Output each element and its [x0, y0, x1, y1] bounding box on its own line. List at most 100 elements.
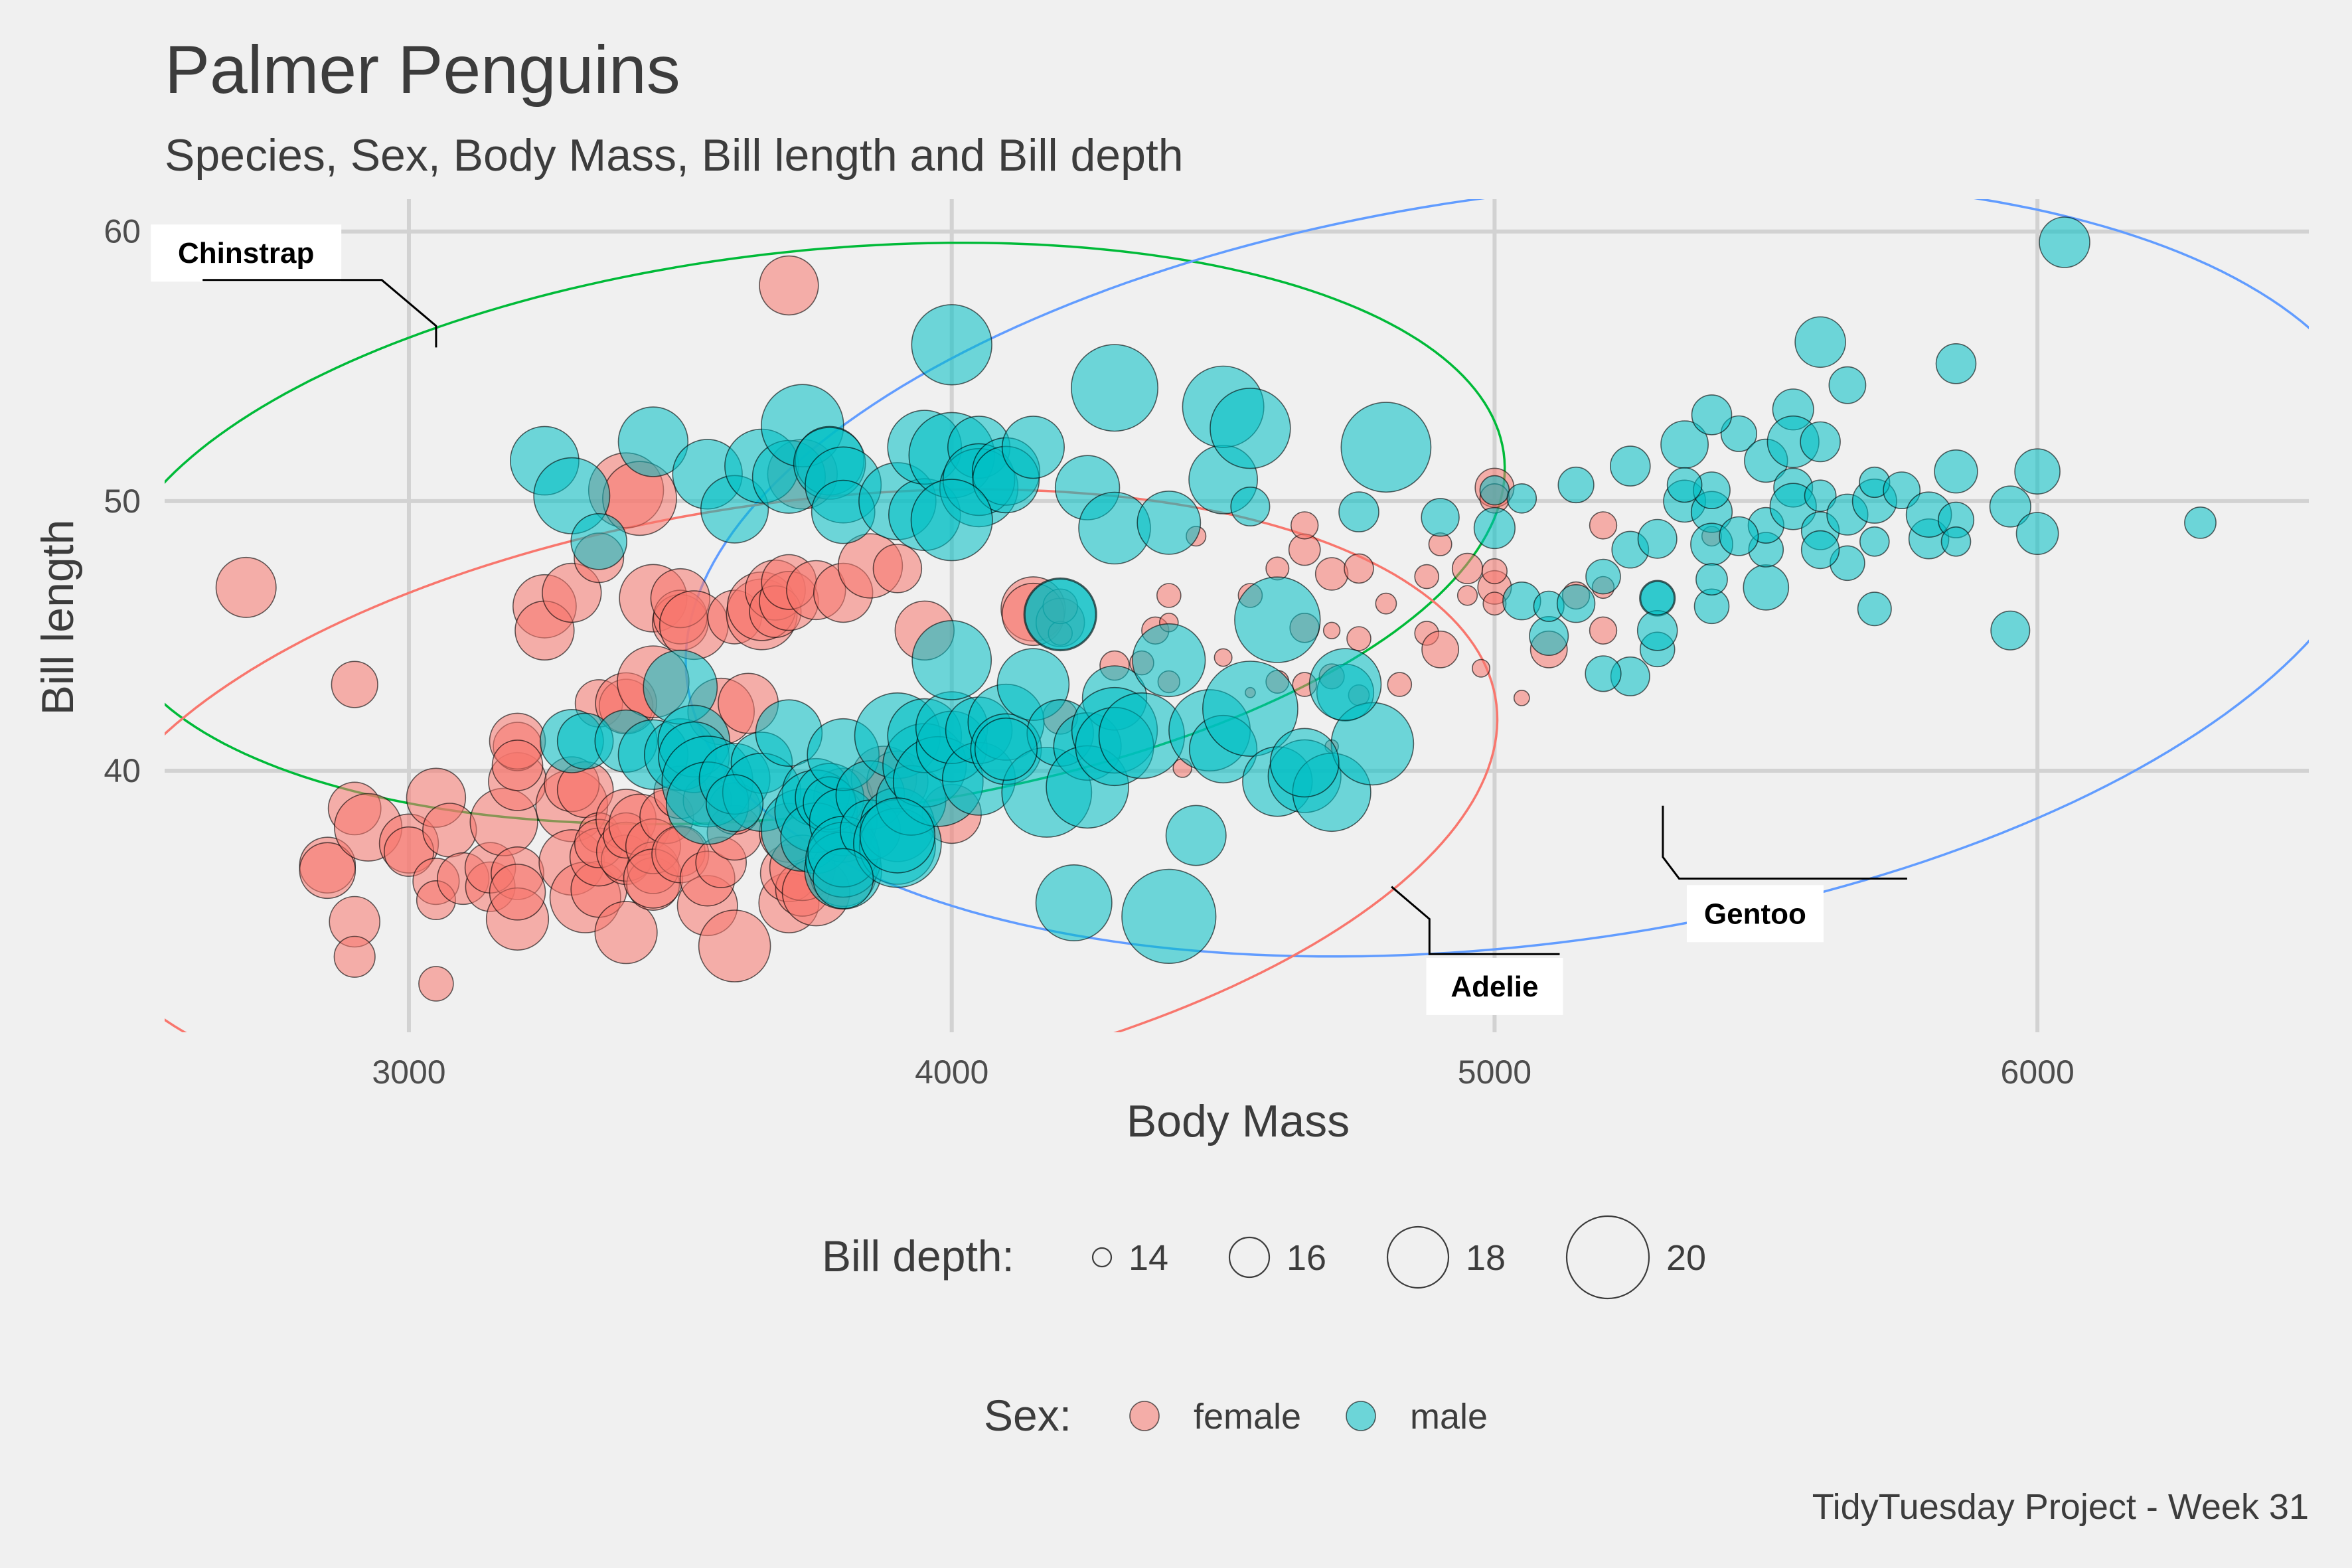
data-point-male	[2184, 507, 2217, 539]
data-point-female	[1421, 630, 1460, 668]
data-point-female	[1589, 511, 1618, 540]
data-point-male	[1132, 623, 1206, 698]
data-point-male	[1121, 868, 1217, 964]
data-point-female	[489, 864, 546, 921]
data-point-male	[1666, 467, 1703, 503]
data-point-male	[1137, 491, 1202, 555]
species-annotations: Chinstrap Gentoo Adelie	[151, 224, 1907, 1015]
data-point-male	[1001, 416, 1065, 479]
data-point-male	[911, 620, 992, 700]
size-legend-key	[1386, 1225, 1450, 1289]
data-point-male	[1165, 805, 1227, 866]
data-point-male	[1989, 485, 2031, 528]
y-axis-ticks: 40 50 60	[104, 213, 141, 789]
chart-title: Palmer Penguins	[165, 32, 680, 108]
x-tick-label: 3000	[372, 1054, 445, 1091]
data-point-female	[422, 803, 477, 858]
size-legend-key	[1091, 1247, 1113, 1268]
data-point-female	[333, 935, 376, 978]
data-point-male	[1269, 728, 1340, 798]
data-point-male	[1421, 498, 1460, 537]
data-point-male	[1557, 466, 1595, 504]
data-point-male	[1610, 445, 1651, 487]
data-point-male	[1473, 507, 1516, 550]
chart-caption: TidyTuesday Project - Week 31	[1812, 1487, 2309, 1527]
data-point-female	[1375, 592, 1397, 615]
color-legend: Sex: female male	[984, 1391, 1488, 1440]
data-points	[215, 216, 2217, 1002]
data-point-male	[1506, 483, 1537, 514]
data-point-male	[1720, 415, 1757, 452]
data-point-male	[859, 797, 936, 874]
data-point-male	[1585, 655, 1622, 692]
data-point-male	[1210, 387, 1291, 469]
data-point-female	[594, 901, 658, 965]
data-point-female	[1387, 672, 1413, 697]
data-point-female	[1513, 690, 1530, 706]
data-point-male	[1556, 584, 1596, 623]
annotation-pointer-adelie	[1391, 886, 1560, 955]
x-tick-label: 5000	[1458, 1054, 1531, 1091]
chart-subtitle: Species, Sex, Body Mass, Bill length and…	[165, 130, 1184, 181]
data-point-male	[1857, 591, 1892, 627]
y-tick-label: 40	[104, 752, 141, 789]
data-point-male	[974, 717, 1038, 781]
annotation-box-adelie	[1426, 957, 1563, 1015]
data-point-male	[813, 848, 874, 909]
annotation-pointer-gentoo	[1662, 805, 1907, 880]
data-point-male	[910, 479, 993, 562]
data-point-female	[1481, 558, 1508, 585]
data-point-male	[2014, 448, 2061, 495]
data-point-male	[1637, 518, 1678, 559]
data-point-female	[1414, 564, 1439, 589]
data-point-male	[2039, 216, 2090, 268]
data-point-male	[1529, 615, 1569, 656]
data-point-male	[1035, 864, 1113, 942]
data-point-male	[1695, 563, 1728, 596]
data-point-female	[759, 255, 819, 316]
annotation-label-gentoo: Gentoo	[1704, 898, 1806, 930]
data-point-male	[1990, 610, 2031, 651]
data-point-female	[215, 556, 277, 618]
data-point-male	[1883, 471, 1921, 510]
data-point-male	[1479, 475, 1510, 506]
x-axis-ticks: 3000 4000 5000 6000	[372, 1054, 2074, 1091]
size-legend-key	[1228, 1236, 1271, 1279]
data-point-male	[1935, 343, 1977, 384]
data-point-female	[1344, 553, 1374, 584]
color-legend-key-male	[1346, 1401, 1376, 1431]
data-point-male	[1230, 486, 1271, 526]
data-point-male	[1071, 344, 1159, 432]
data-point-male	[1340, 402, 1432, 493]
color-legend-key-female	[1129, 1401, 1160, 1431]
size-legend-key	[1565, 1215, 1650, 1300]
data-point-female	[1322, 621, 1341, 639]
data-point-female	[1472, 659, 1491, 678]
data-point-female	[1451, 552, 1484, 585]
data-point-male	[1794, 316, 1846, 368]
data-point-male	[1636, 609, 1678, 651]
annotation-box-gentoo	[1686, 885, 1824, 943]
size-legend-label: 14	[1129, 1238, 1168, 1278]
data-point-male	[1743, 564, 1790, 611]
data-point-female	[299, 842, 356, 900]
data-point-male	[1640, 581, 1675, 616]
annotation-label-chinstrap: Chinstrap	[178, 237, 314, 270]
data-point-female	[1156, 583, 1182, 608]
data-point-female	[1346, 626, 1372, 651]
data-point-male	[617, 406, 689, 477]
data-point-male	[705, 774, 764, 832]
size-legend-label: 18	[1466, 1238, 1506, 1278]
data-point-female	[698, 909, 771, 982]
size-legend-label: 16	[1287, 1238, 1326, 1278]
data-point-male	[1859, 526, 1890, 557]
annotation-pointer-chinstrap	[202, 279, 437, 348]
color-legend-label-female: female	[1194, 1397, 1301, 1437]
data-point-male	[1940, 526, 1972, 557]
data-point-female	[418, 966, 454, 1002]
data-point-male	[1024, 578, 1097, 651]
annotation-box-chinstrap	[151, 224, 342, 282]
data-point-female	[1589, 616, 1618, 645]
y-axis-label: Bill length	[33, 520, 83, 716]
